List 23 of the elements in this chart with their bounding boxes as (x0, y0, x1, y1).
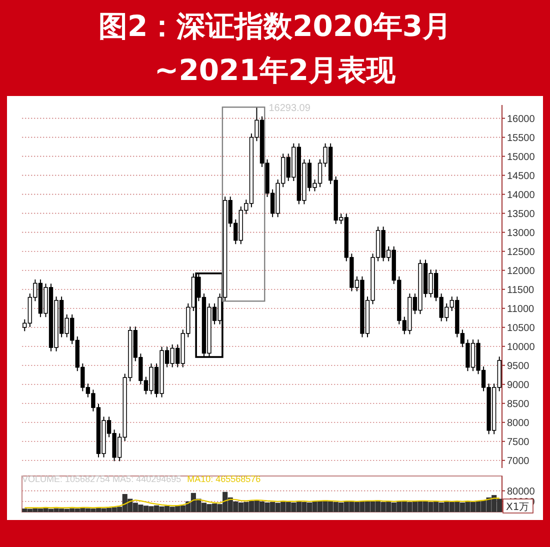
y-tick-label: 8500 (507, 398, 530, 410)
y-tick-label: 10000 (507, 342, 536, 353)
y-tick-label: 13500 (507, 208, 536, 220)
y-tick-label: 16000 (507, 114, 536, 125)
y-tick-label: 11500 (507, 284, 535, 296)
chart-title: 图2：深证指数2020年3月 ~2021年2月表现 (97, 8, 453, 89)
y-tick-label: 15000 (507, 152, 536, 163)
y-tick-label: 7500 (507, 436, 530, 448)
y-tick-label: 9500 (507, 360, 530, 372)
y-tick-label: 7000 (507, 456, 530, 467)
y-tick-label: 12500 (507, 246, 536, 258)
y-axis-title: X1万 (506, 502, 530, 513)
y-tick-label: 15500 (507, 132, 536, 144)
y-tick-label: 8000 (507, 418, 530, 429)
y-tick-label: 9000 (507, 380, 530, 391)
y-tick-label: 10500 (507, 322, 536, 334)
y-tick-label: 13000 (507, 228, 536, 239)
y-tick-label: 12000 (507, 266, 536, 277)
y-tick-label: 80000 (507, 486, 536, 498)
y-tick-label: 14000 (507, 190, 536, 201)
y-tick-label: 14500 (507, 170, 536, 182)
y-tick-label: 11000 (507, 304, 535, 315)
annotation: MA10: 465568576 (187, 474, 261, 484)
